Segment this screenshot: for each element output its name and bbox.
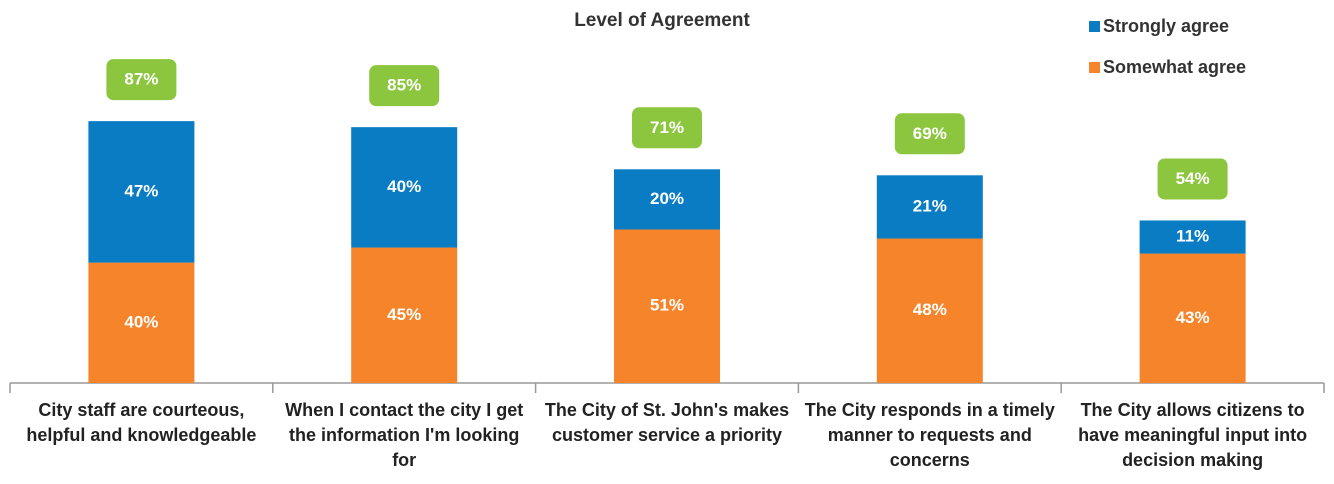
value-label: 21%: [913, 196, 947, 215]
total-label: 69%: [913, 124, 947, 143]
bar-segment: [351, 247, 458, 383]
value-label: 40%: [124, 312, 158, 331]
bar-segment: [351, 127, 458, 248]
total-box: [894, 113, 965, 155]
legend-label: Somewhat agree: [1103, 57, 1246, 77]
x-tick-label: The City responds in a timely manner to …: [804, 400, 1055, 470]
bar-segment: [88, 121, 195, 263]
x-tick-label: City staff are courteous, helpful and kn…: [26, 400, 257, 445]
value-label: 20%: [650, 189, 684, 208]
bar-segment: [1139, 253, 1246, 383]
bar-segment: [1139, 220, 1246, 254]
total-box: [1157, 158, 1228, 200]
total-box: [369, 65, 440, 107]
value-label: 11%: [1176, 226, 1209, 245]
value-label: 43%: [1176, 308, 1210, 327]
legend-swatch: [1089, 21, 1100, 32]
chart-title: Level of Agreement: [574, 10, 750, 31]
value-label: 47%: [124, 181, 158, 200]
bar-segment: [876, 175, 983, 239]
total-box: [106, 59, 177, 101]
x-tick-label: The City allows citizens to have meaning…: [1078, 400, 1308, 470]
total-label: 85%: [387, 76, 421, 95]
value-label: 45%: [387, 305, 421, 324]
total-label: 87%: [124, 70, 158, 89]
legend-swatch: [1089, 62, 1100, 73]
bar-segment: [88, 262, 195, 383]
x-tick-label: The City of St. John's makes customer se…: [544, 400, 790, 445]
value-label: 51%: [650, 296, 684, 315]
bar-segment: [614, 169, 720, 230]
legend-label: Strongly agree: [1103, 16, 1229, 36]
value-label: 48%: [913, 300, 947, 319]
bar-segment: [876, 238, 983, 383]
total-label: 54%: [1176, 169, 1210, 188]
x-tick-label: When I contact the city I get the inform…: [285, 400, 524, 470]
total-label: 71%: [650, 118, 684, 137]
bar-segment: [614, 229, 720, 383]
value-label: 40%: [387, 177, 421, 196]
total-box: [632, 107, 702, 149]
